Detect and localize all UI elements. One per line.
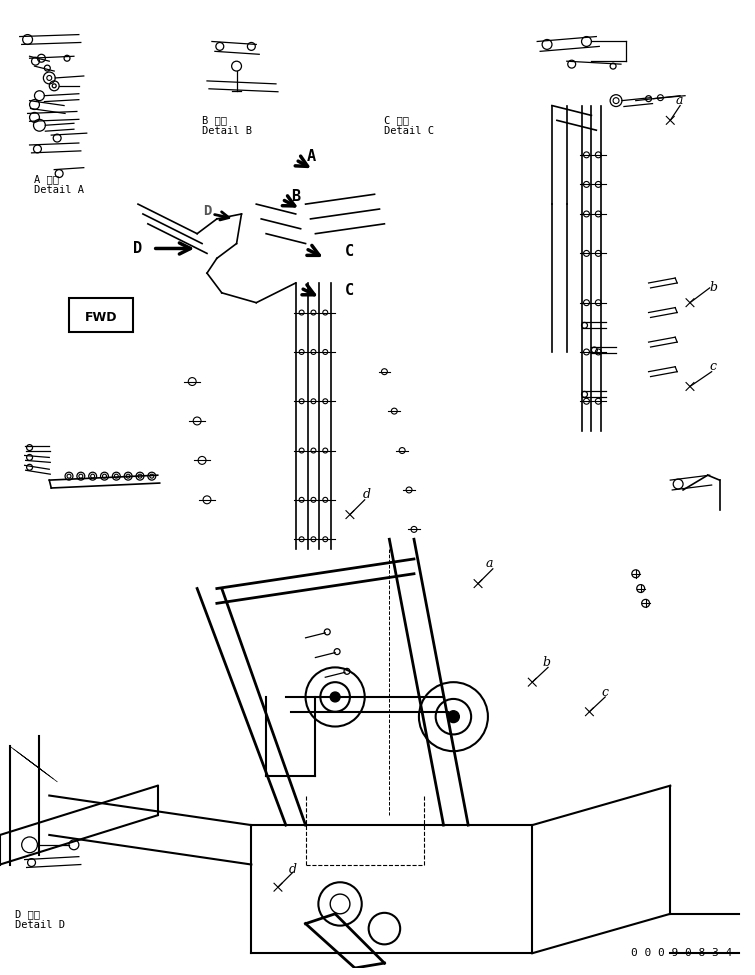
Text: Detail C: Detail C (384, 126, 434, 137)
Text: a: a (486, 558, 494, 570)
Text: b: b (542, 656, 550, 669)
Circle shape (448, 711, 459, 722)
Text: a: a (675, 95, 683, 107)
Text: d: d (362, 488, 371, 501)
Text: C 詳細: C 詳細 (384, 115, 409, 126)
Circle shape (330, 692, 340, 702)
Text: c: c (601, 685, 609, 698)
Text: C: C (345, 284, 355, 298)
Text: A 詳細: A 詳細 (35, 175, 60, 184)
Text: FWD: FWD (85, 311, 118, 324)
Text: B 詳細: B 詳細 (202, 115, 227, 126)
Text: D 詳細: D 詳細 (15, 909, 40, 918)
Text: A: A (307, 149, 316, 165)
Text: B: B (291, 189, 300, 204)
Text: 0 0 0 9 0 8 3 4: 0 0 0 9 0 8 3 4 (631, 949, 732, 958)
Text: b: b (710, 282, 718, 294)
Bar (69, 297, 133, 332)
Text: C: C (345, 244, 355, 259)
Text: d: d (289, 863, 297, 876)
Text: Detail B: Detail B (202, 126, 252, 137)
Text: D: D (203, 204, 211, 218)
Text: Detail D: Detail D (15, 919, 65, 929)
Text: D: D (134, 241, 143, 256)
Text: c: c (710, 360, 716, 373)
Text: Detail A: Detail A (35, 185, 85, 195)
